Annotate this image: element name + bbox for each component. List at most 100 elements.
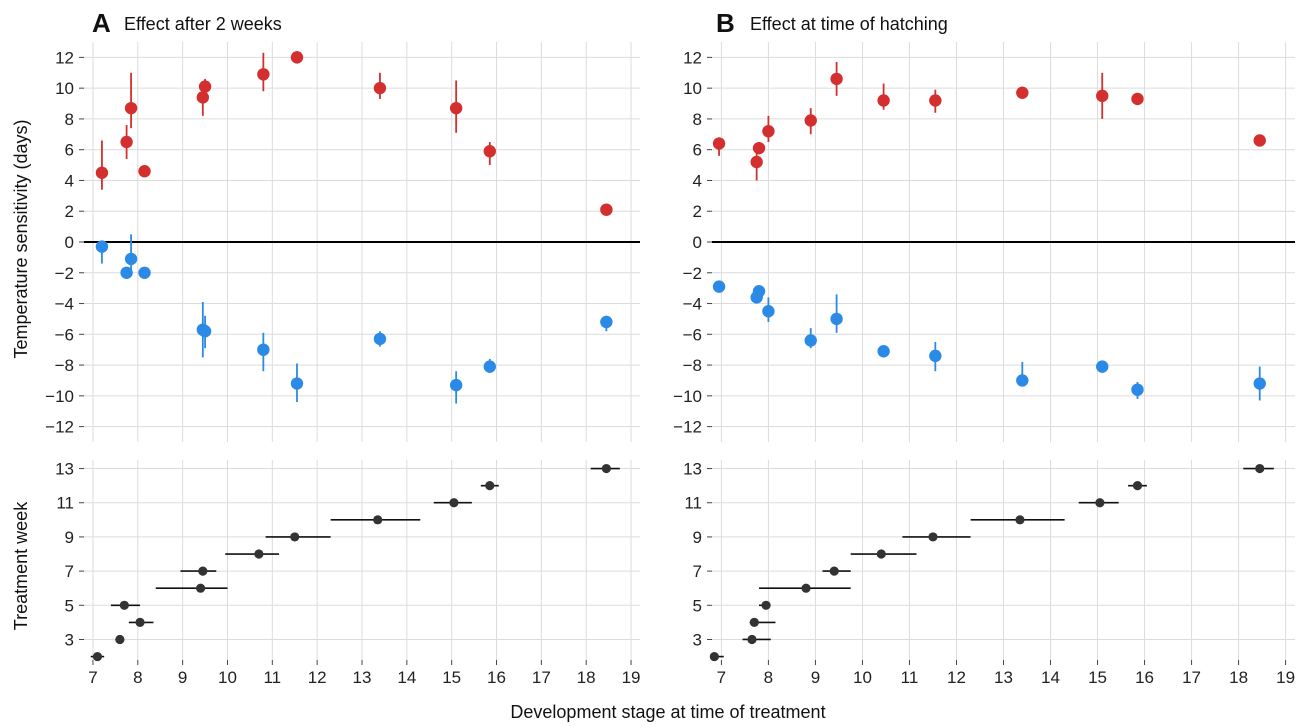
cold-data-point <box>483 360 496 373</box>
x-tick-label: 18 <box>1229 668 1248 687</box>
cold-data-point <box>929 349 942 363</box>
y-tick-label: 4 <box>693 171 702 190</box>
warm-data-point <box>483 145 496 158</box>
warm-data-point <box>752 141 766 155</box>
y-tick-label: 2 <box>65 202 74 221</box>
warm-data-point <box>196 91 210 104</box>
warm-data-point <box>712 137 726 150</box>
y-tick-label: 11 <box>56 494 74 513</box>
y-tick-label: 9 <box>65 528 74 547</box>
panel-a-treatment-plot: 3 5 7 9 11 13 7 8 9 10 11 12 13 14 15 16 17 18 19 <box>55 460 640 687</box>
warm-data-point <box>830 72 843 86</box>
treatment-point <box>254 549 264 559</box>
x-tick-label: 13 <box>994 668 1013 687</box>
warm-data-point <box>1253 134 1266 147</box>
cold-data-point <box>120 266 133 279</box>
x-tick-label: 8 <box>133 668 142 687</box>
y-tick-label: 5 <box>65 596 74 615</box>
x-tick-label: 14 <box>397 668 416 687</box>
cold-data-point <box>804 334 817 347</box>
y-tick-label: −6 <box>683 325 702 344</box>
cold-data-point <box>1253 377 1266 390</box>
cold-data-point <box>1016 374 1029 387</box>
treatment-point <box>449 498 459 508</box>
treatment-point <box>1132 481 1143 491</box>
x-tick-label: 18 <box>577 668 596 687</box>
y-tick-label: 12 <box>55 48 74 67</box>
y-tick-label: −12 <box>45 418 74 437</box>
treatment-point <box>747 634 757 645</box>
warm-data-point <box>1131 92 1144 106</box>
cold-data-point <box>752 285 766 298</box>
y-tick-label: 4 <box>65 171 74 190</box>
treatment-point <box>1095 498 1105 508</box>
treatment-point <box>761 600 771 610</box>
warm-data-point <box>449 101 463 115</box>
treatment-point <box>135 617 145 627</box>
y-tick-label: 8 <box>693 110 702 129</box>
x-tick-label: 10 <box>853 668 872 687</box>
x-tick-label: 15 <box>442 668 461 687</box>
x-axis-label: Development stage at time of treatment <box>510 702 825 722</box>
treatment-point <box>195 583 206 593</box>
y-tick-label: −2 <box>683 264 702 283</box>
treatment-point <box>1015 515 1025 525</box>
treatment-point <box>92 651 103 662</box>
x-tick-label: 8 <box>764 668 773 687</box>
y-tick-label: −2 <box>55 264 74 283</box>
cold-data-point <box>762 305 775 318</box>
y-tick-label: −12 <box>673 418 702 437</box>
y-tick-label: 10 <box>683 79 702 98</box>
y-tick-label: 5 <box>693 596 702 615</box>
y-tick-label: 12 <box>683 48 702 67</box>
cold-data-point <box>198 325 212 338</box>
cold-data-point <box>290 377 304 390</box>
warm-data-point <box>95 166 109 179</box>
y-tick-label: 11 <box>684 494 702 513</box>
y-tick-label: 13 <box>683 460 702 479</box>
y-tick-label: 13 <box>55 460 74 479</box>
warm-data-point <box>290 51 304 64</box>
warm-data-point <box>1016 86 1029 99</box>
y-tick-label: 7 <box>693 562 702 581</box>
warm-data-point <box>877 94 890 107</box>
y-tick-label: −4 <box>683 295 702 314</box>
cold-data-point <box>877 345 890 358</box>
cold-data-point <box>712 280 726 293</box>
y-tick-label: 6 <box>65 141 74 160</box>
y-tick-label: 0 <box>65 233 74 252</box>
treatment-point <box>1255 463 1265 474</box>
treatment-point <box>198 566 208 576</box>
x-tick-label: 19 <box>1276 668 1295 687</box>
treatment-point <box>115 634 125 645</box>
x-tick-label: 12 <box>308 668 327 687</box>
warm-data-point <box>750 155 763 169</box>
warm-data-point <box>198 80 212 93</box>
treatment-point <box>709 651 719 662</box>
treatment-point <box>928 532 938 542</box>
warm-data-point <box>804 114 817 127</box>
y-tick-label: −6 <box>55 325 74 344</box>
y-tick-label: 3 <box>65 630 74 649</box>
treatment-point <box>601 463 611 474</box>
x-tick-label: 12 <box>947 668 966 687</box>
treatment-point <box>876 549 886 559</box>
treatment-point <box>749 617 759 627</box>
x-tick-label: 11 <box>901 668 919 687</box>
x-tick-label: 13 <box>353 668 372 687</box>
cold-data-point <box>257 343 270 356</box>
y-tick-label: 9 <box>693 528 702 547</box>
treatment-point <box>829 566 839 576</box>
top-y-axis-label: Temperature sensitivity (days) <box>11 119 31 358</box>
panel-a-sensitivity-plot: −12 −10 −8 −6 −4 −2 0 2 4 6 8 10 12 <box>45 42 640 442</box>
treatment-point <box>373 515 383 525</box>
y-tick-label: 8 <box>65 110 74 129</box>
x-tick-label: 15 <box>1088 668 1107 687</box>
warm-data-point <box>929 94 942 107</box>
panel-b-title: Effect at time of hatching <box>750 14 948 34</box>
warm-data-point <box>124 101 138 115</box>
treatment-point <box>290 532 300 542</box>
bottom-y-axis-label: Treatment week <box>11 501 31 630</box>
treatment-point <box>485 481 495 491</box>
x-tick-label: 14 <box>1041 668 1060 687</box>
